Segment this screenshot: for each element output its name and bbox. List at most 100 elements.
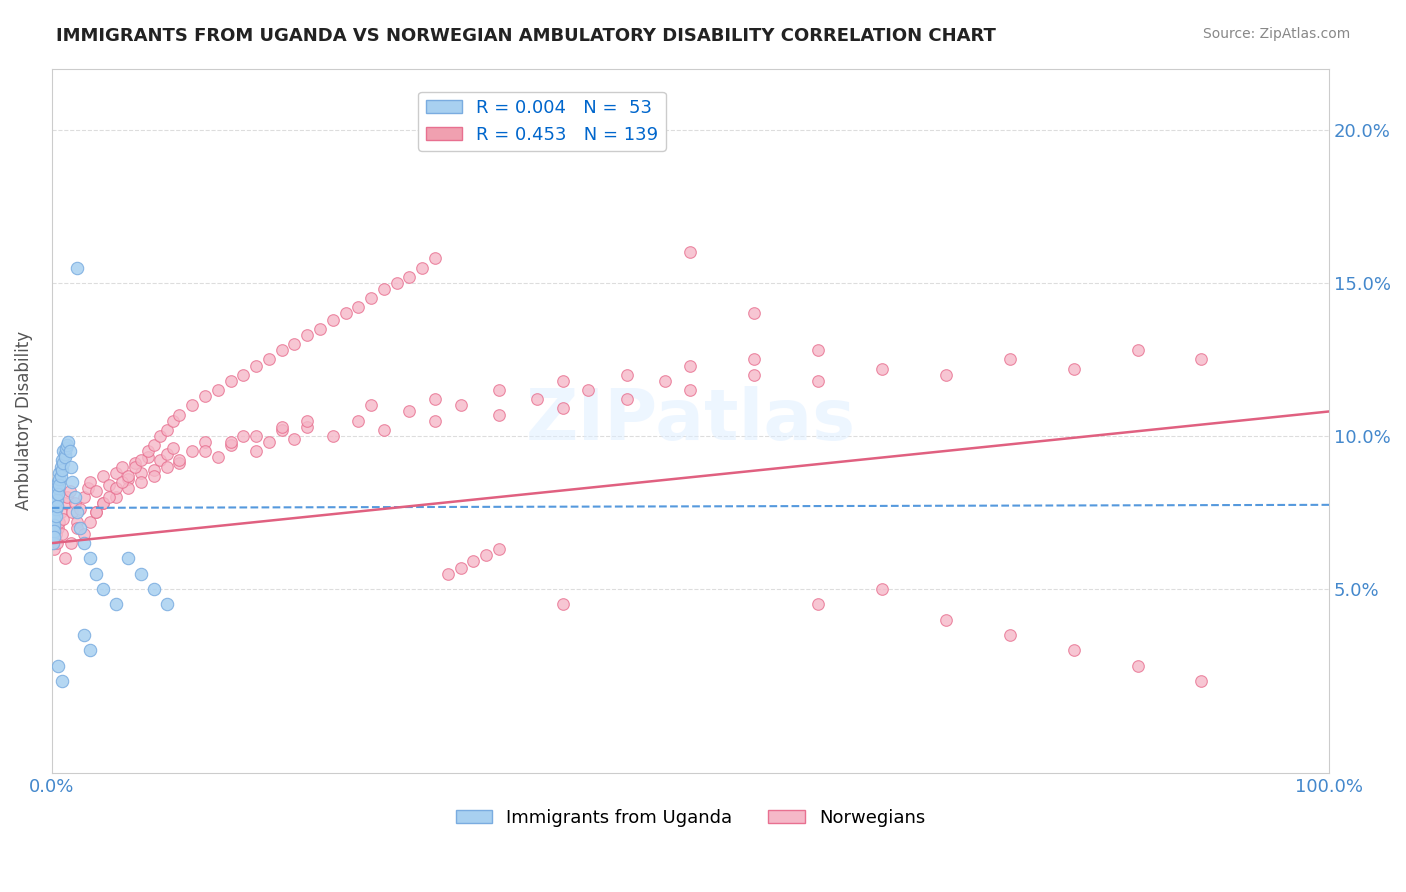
- Point: [66, 260, 89, 275]
- Point: [53, 450, 76, 465]
- Point: [49, 459, 72, 474]
- Point: [169, 453, 191, 467]
- Point: [104, 481, 127, 495]
- Point: [79, 551, 101, 566]
- Point: [42, 515, 65, 529]
- Point: [42, 527, 65, 541]
- Point: [46, 475, 69, 489]
- Point: [44, 511, 66, 525]
- Point: [129, 466, 152, 480]
- Point: [807, 598, 830, 612]
- Point: [149, 429, 172, 443]
- Point: [86, 484, 108, 499]
- Point: [60, 506, 83, 520]
- Point: [742, 368, 765, 382]
- Point: [79, 643, 101, 657]
- Point: [870, 361, 893, 376]
- Point: [73, 536, 96, 550]
- Point: [616, 392, 638, 407]
- Point: [616, 368, 638, 382]
- Point: [232, 429, 254, 443]
- Point: [551, 401, 574, 416]
- Point: [52, 444, 75, 458]
- Point: [807, 343, 830, 358]
- Point: [616, 122, 638, 136]
- Point: [56, 438, 79, 452]
- Point: [488, 542, 510, 557]
- Point: [1189, 352, 1212, 367]
- Point: [181, 398, 204, 412]
- Point: [398, 404, 420, 418]
- Point: [45, 527, 67, 541]
- Point: [76, 481, 98, 495]
- Point: [48, 466, 70, 480]
- Point: [66, 515, 89, 529]
- Point: [60, 475, 83, 489]
- Point: [69, 521, 91, 535]
- Point: [142, 438, 165, 452]
- Point: [44, 524, 66, 538]
- Point: [297, 327, 319, 342]
- Point: [194, 444, 217, 458]
- Point: [73, 628, 96, 642]
- Point: [679, 383, 702, 397]
- Point: [55, 441, 77, 455]
- Point: [219, 438, 242, 452]
- Point: [297, 419, 319, 434]
- Point: [44, 542, 66, 557]
- Point: [162, 441, 184, 455]
- Point: [111, 475, 134, 489]
- Point: [1126, 658, 1149, 673]
- Point: [91, 468, 114, 483]
- Point: [48, 472, 70, 486]
- Point: [257, 352, 280, 367]
- Point: [49, 506, 72, 520]
- Point: [142, 468, 165, 483]
- Point: [52, 511, 75, 525]
- Point: [59, 536, 82, 550]
- Point: [169, 408, 191, 422]
- Point: [44, 517, 66, 532]
- Point: [59, 484, 82, 499]
- Point: [45, 508, 67, 523]
- Point: [51, 673, 73, 688]
- Point: [66, 506, 89, 520]
- Point: [257, 435, 280, 450]
- Point: [142, 582, 165, 596]
- Point: [111, 459, 134, 474]
- Point: [117, 551, 139, 566]
- Point: [207, 383, 229, 397]
- Point: [86, 566, 108, 581]
- Point: [45, 493, 67, 508]
- Point: [104, 466, 127, 480]
- Point: [270, 419, 292, 434]
- Point: [436, 566, 458, 581]
- Point: [46, 481, 69, 495]
- Point: [1126, 343, 1149, 358]
- Point: [488, 408, 510, 422]
- Point: [297, 414, 319, 428]
- Text: Source: ZipAtlas.com: Source: ZipAtlas.com: [1202, 27, 1350, 41]
- Point: [45, 536, 67, 550]
- Point: [245, 444, 267, 458]
- Point: [91, 582, 114, 596]
- Point: [807, 374, 830, 388]
- Point: [576, 383, 599, 397]
- Point: [385, 276, 408, 290]
- Point: [360, 291, 382, 305]
- Point: [270, 423, 292, 437]
- Point: [45, 490, 67, 504]
- Point: [69, 502, 91, 516]
- Point: [245, 429, 267, 443]
- Point: [98, 478, 121, 492]
- Point: [117, 468, 139, 483]
- Point: [156, 447, 179, 461]
- Point: [48, 478, 70, 492]
- Point: [42, 506, 65, 520]
- Point: [142, 462, 165, 476]
- Point: [124, 459, 146, 474]
- Point: [48, 515, 70, 529]
- Point: [45, 500, 67, 514]
- Point: [46, 658, 69, 673]
- Point: [283, 432, 305, 446]
